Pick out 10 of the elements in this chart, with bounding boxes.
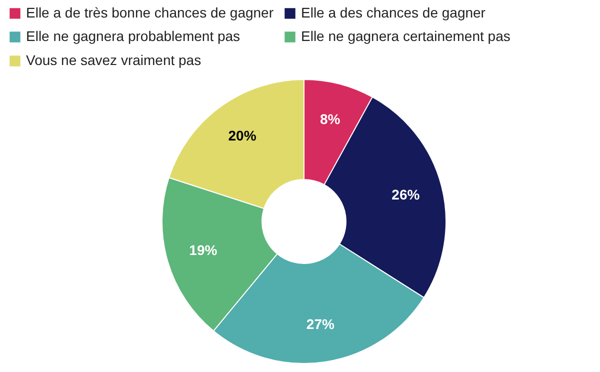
data-label: 26% bbox=[392, 186, 420, 202]
data-label: 8% bbox=[320, 110, 341, 127]
legend-label: Elle a des chances de gagner bbox=[301, 4, 486, 20]
legend-label: Vous ne savez vraiment pas bbox=[26, 52, 202, 68]
data-label: 27% bbox=[306, 316, 335, 332]
data-label: 20% bbox=[228, 128, 257, 144]
data-label: 19% bbox=[189, 242, 218, 258]
legend-label: Elle a de très bonne chances de gagner bbox=[26, 4, 274, 20]
legend-label: Elle ne gagnera certainement pas bbox=[301, 28, 510, 44]
legend-label: Elle ne gagnera probablement pas bbox=[26, 28, 240, 44]
